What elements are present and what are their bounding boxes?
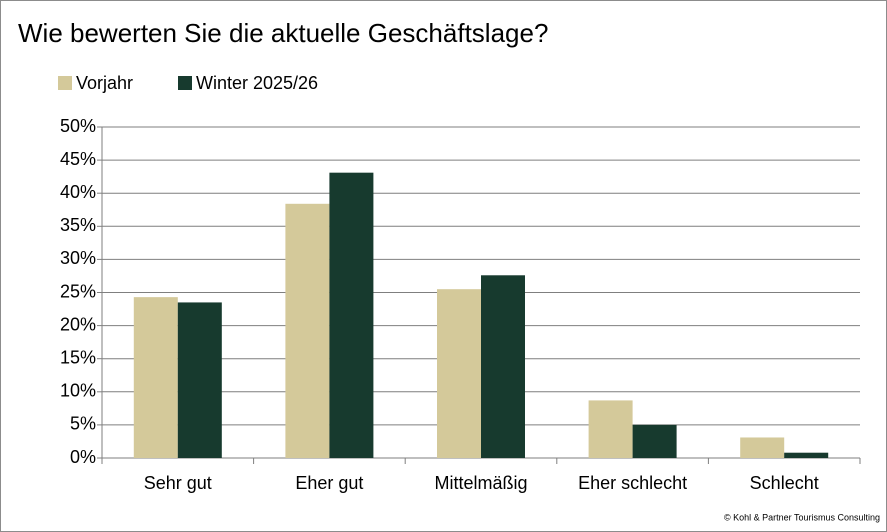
- bar: [437, 289, 481, 458]
- bar: [481, 275, 525, 458]
- y-tick-label: 10%: [60, 381, 96, 401]
- legend-swatch: [178, 76, 192, 90]
- y-tick-label: 20%: [60, 314, 96, 334]
- x-tick-label: Eher gut: [295, 473, 363, 493]
- y-tick-label: 30%: [60, 248, 96, 268]
- x-tick-label: Schlecht: [750, 473, 819, 493]
- y-tick-label: 5%: [70, 414, 96, 434]
- x-tick-label: Mittelmäßig: [434, 473, 527, 493]
- x-tick-label: Eher schlecht: [578, 473, 687, 493]
- legend-swatch: [58, 76, 72, 90]
- y-tick-label: 15%: [60, 347, 96, 367]
- bar: [740, 437, 785, 458]
- bar: [588, 400, 633, 458]
- bar: [177, 302, 222, 458]
- footnote: © Kohl & Partner Tourismus Consulting: [724, 512, 880, 522]
- chart-title: Wie bewerten Sie die aktuelle Geschäftsl…: [18, 18, 548, 48]
- y-tick-label: 25%: [60, 281, 96, 301]
- y-tick-label: 45%: [60, 149, 96, 169]
- legend-label: Vorjahr: [76, 73, 133, 93]
- y-tick-label: 0%: [70, 447, 96, 467]
- bar: [784, 452, 829, 458]
- x-tick-label: Sehr gut: [144, 473, 212, 493]
- y-tick-label: 35%: [60, 215, 96, 235]
- bar: [285, 203, 330, 458]
- y-tick-label: 50%: [60, 116, 96, 136]
- bar: [632, 424, 677, 458]
- bar: [133, 297, 178, 458]
- y-tick-label: 40%: [60, 182, 96, 202]
- legend-label: Winter 2025/26: [196, 73, 318, 93]
- bar: [329, 172, 374, 459]
